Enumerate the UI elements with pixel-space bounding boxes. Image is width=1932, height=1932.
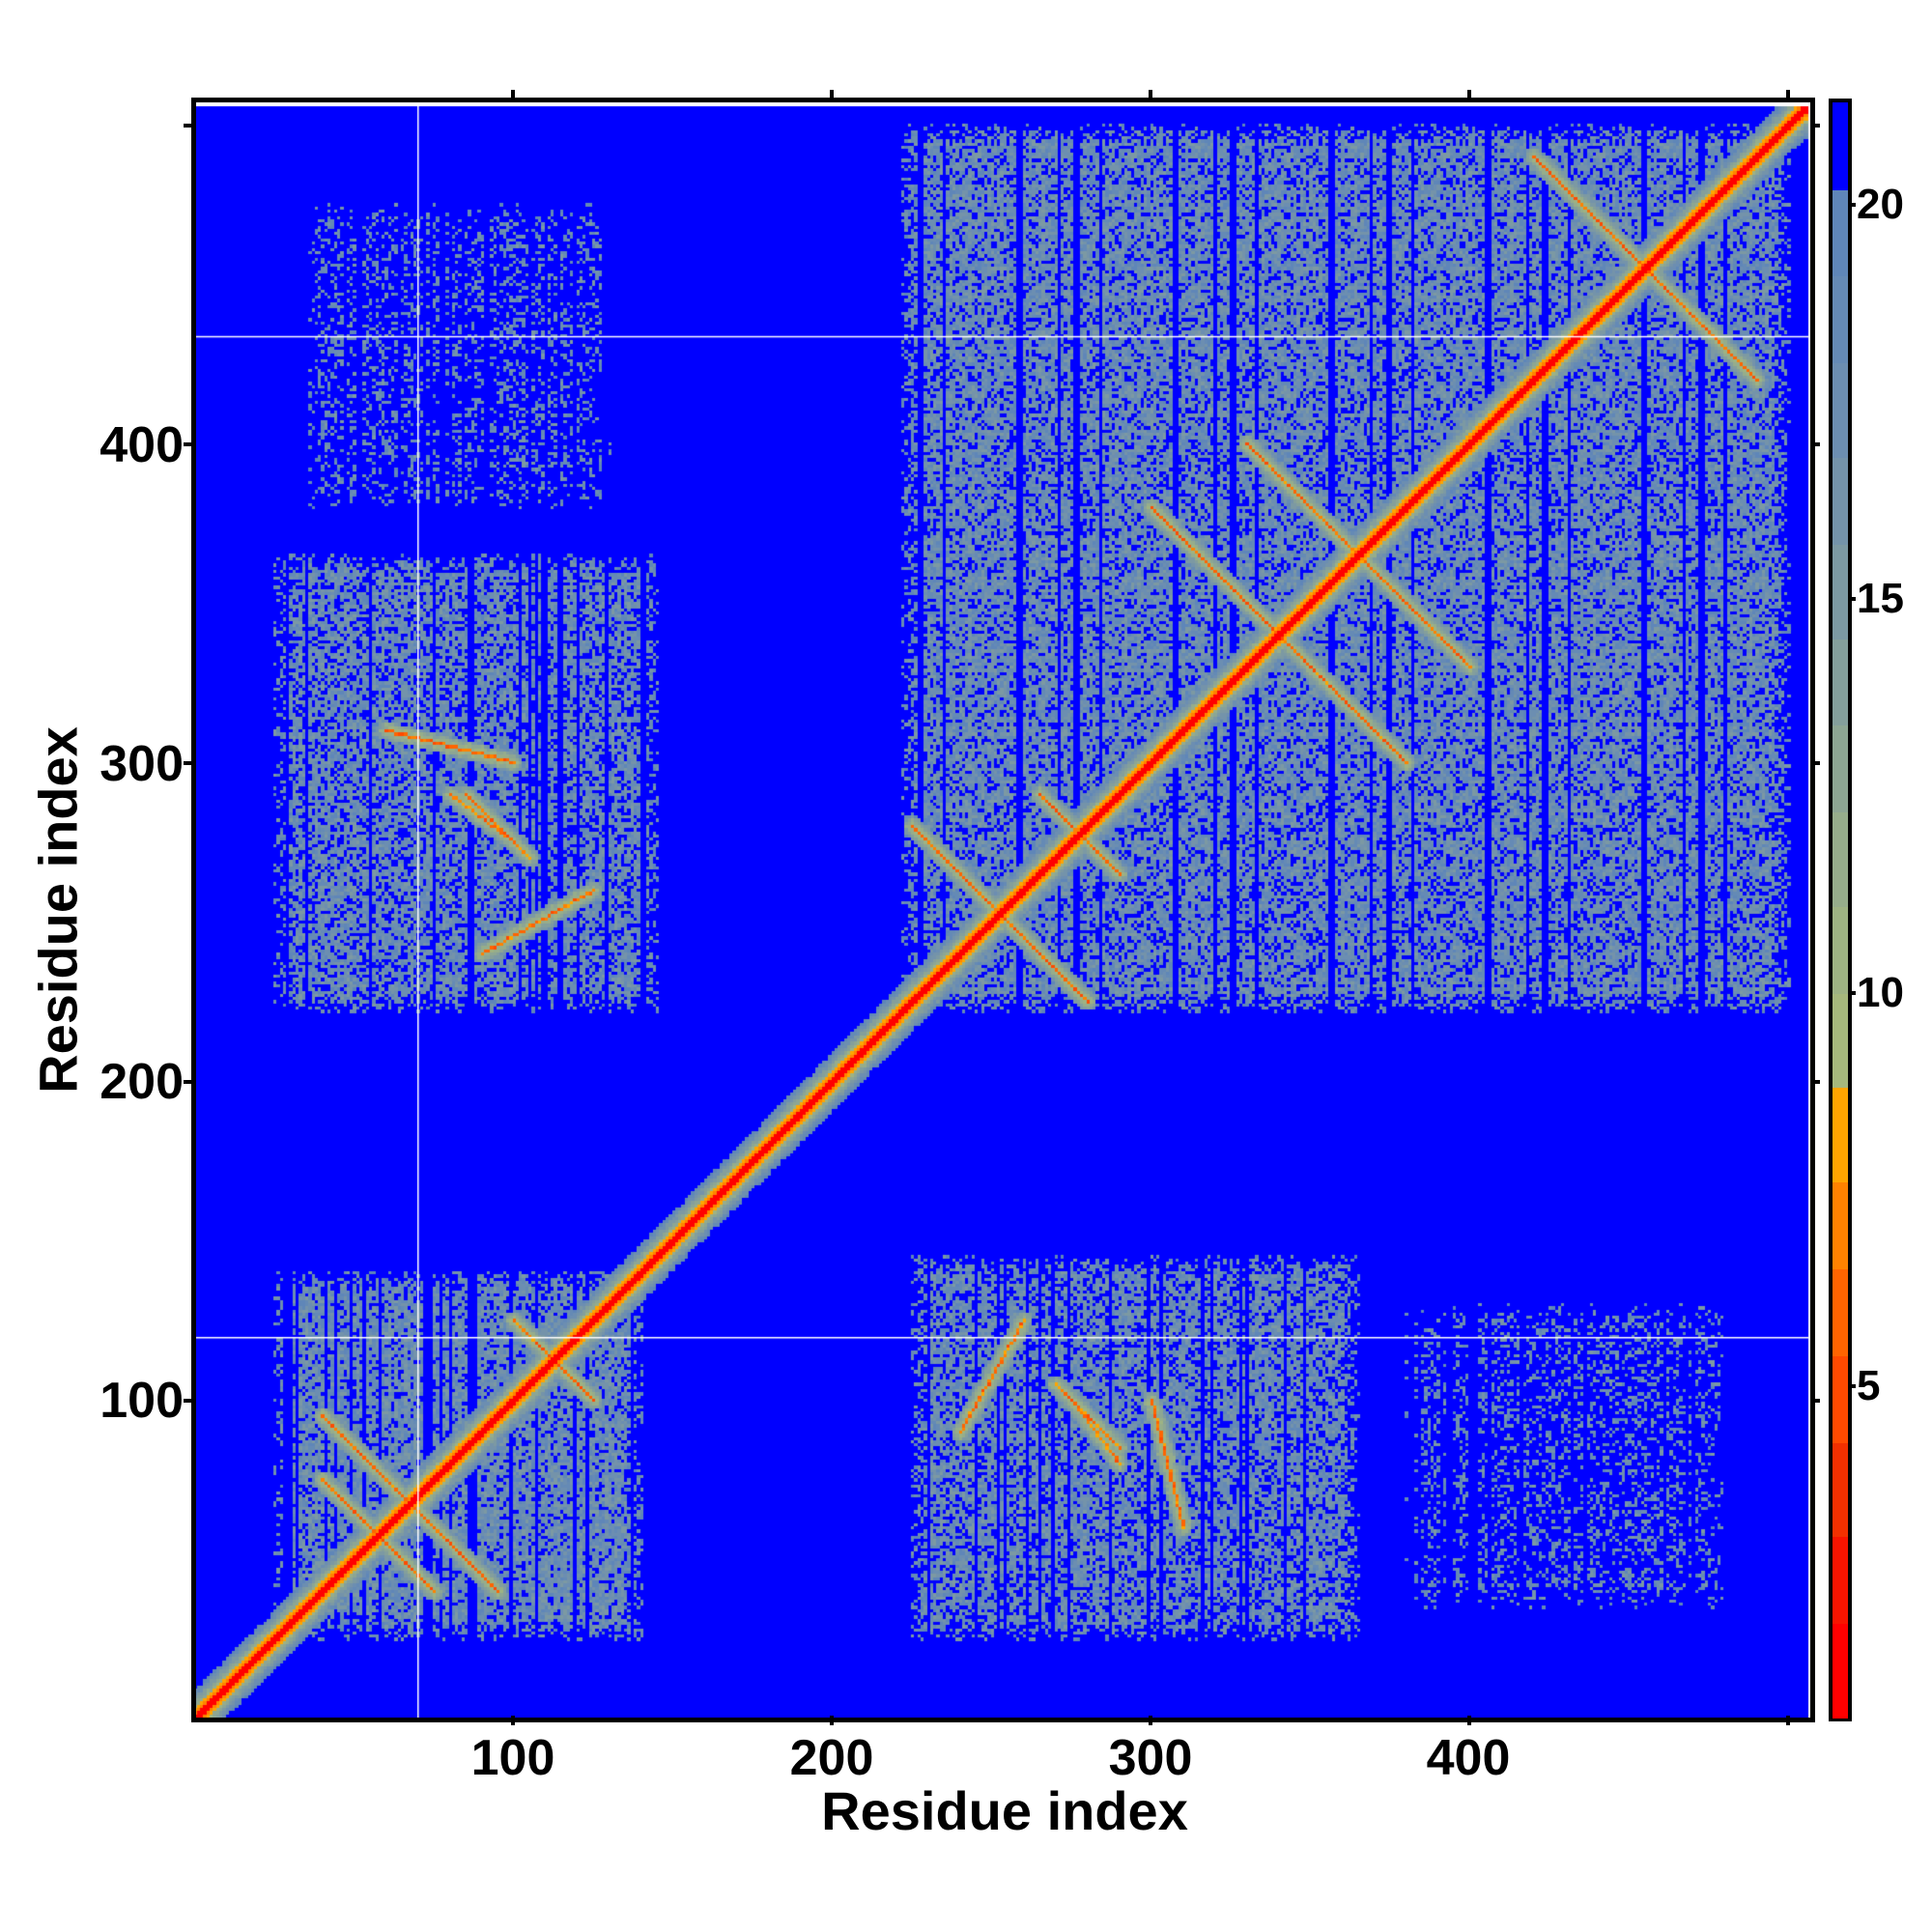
colorbar-band bbox=[1833, 1181, 1848, 1270]
colorbar-band bbox=[1833, 905, 1848, 994]
colorbar-band bbox=[1833, 275, 1848, 364]
colorbar bbox=[1829, 99, 1852, 1721]
axis-tick bbox=[1467, 1716, 1471, 1725]
colorbar-band bbox=[1833, 1087, 1848, 1183]
axis-tick bbox=[1810, 761, 1820, 765]
colorbar-band bbox=[1833, 1268, 1848, 1356]
y-tick-label: 300 bbox=[99, 736, 184, 792]
axis-tick bbox=[184, 1399, 193, 1403]
axis-tick bbox=[1810, 124, 1820, 128]
x-tick-label: 200 bbox=[789, 1730, 874, 1786]
axis-tick bbox=[184, 761, 193, 765]
axis-tick bbox=[830, 90, 834, 99]
axis-tick bbox=[1786, 1716, 1790, 1725]
axis-tick bbox=[1467, 90, 1471, 99]
axis-tick bbox=[830, 1716, 834, 1725]
x-tick-label: 400 bbox=[1426, 1730, 1511, 1786]
colorbar-band bbox=[1833, 1536, 1848, 1625]
colorbar-band bbox=[1833, 638, 1848, 726]
axis-tick bbox=[511, 1716, 515, 1725]
colorbar-band bbox=[1833, 1441, 1848, 1538]
x-tick-label: 300 bbox=[1108, 1730, 1193, 1786]
y-tick-label: 200 bbox=[99, 1054, 184, 1110]
colorbar-tick-label: 20 bbox=[1857, 181, 1904, 229]
colorbar-band bbox=[1833, 457, 1848, 545]
colorbar-tick-label: 15 bbox=[1857, 574, 1904, 622]
axis-tick bbox=[1149, 1716, 1152, 1725]
contact-map-heatmap bbox=[196, 102, 1810, 1718]
x-tick-label: 100 bbox=[470, 1730, 555, 1786]
axis-tick bbox=[184, 124, 193, 128]
heatmap-plot-area bbox=[196, 102, 1810, 1718]
y-tick-label: 400 bbox=[99, 417, 184, 473]
colorbar-band bbox=[1833, 188, 1848, 277]
axis-tick bbox=[184, 1080, 193, 1084]
axis-tick bbox=[511, 90, 515, 99]
colorbar-band bbox=[1833, 724, 1848, 813]
colorbar-band bbox=[1833, 992, 1848, 1089]
axis-tick bbox=[1848, 596, 1856, 601]
colorbar-band bbox=[1833, 811, 1848, 907]
y-axis-title: Residue index bbox=[27, 726, 89, 1094]
axis-tick bbox=[1786, 90, 1790, 99]
colorbar-tick-label: 10 bbox=[1857, 968, 1904, 1016]
axis-tick bbox=[184, 442, 193, 446]
axis-tick bbox=[1848, 1384, 1856, 1389]
axis-tick bbox=[1149, 90, 1152, 99]
axis-tick bbox=[1810, 442, 1820, 446]
colorbar-band bbox=[1833, 1354, 1848, 1443]
axis-tick bbox=[1848, 203, 1856, 208]
colorbar-band bbox=[1833, 543, 1848, 639]
axis-tick bbox=[1848, 990, 1856, 995]
colorbar-tick-label: 5 bbox=[1857, 1362, 1881, 1410]
colorbar-band bbox=[1833, 102, 1848, 190]
x-axis-title: Residue index bbox=[821, 1780, 1188, 1841]
axis-tick bbox=[1810, 1080, 1820, 1084]
colorbar-band bbox=[1833, 362, 1848, 458]
axis-tick bbox=[1810, 1399, 1820, 1403]
y-tick-label: 100 bbox=[99, 1373, 184, 1429]
colorbar-band bbox=[1833, 1623, 1848, 1719]
